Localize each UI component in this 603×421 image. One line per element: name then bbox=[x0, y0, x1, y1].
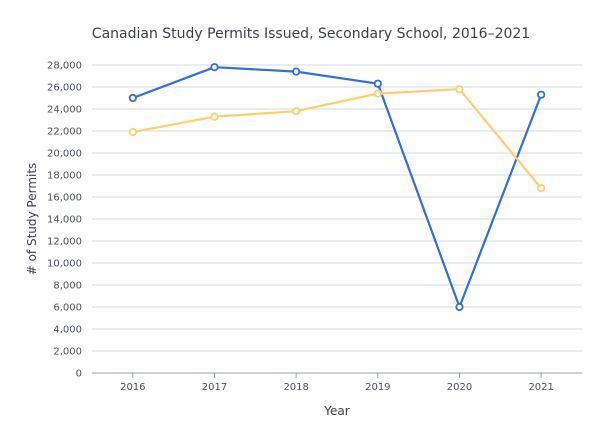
series-1 bbox=[128, 63, 546, 312]
x-tick-labels: 2016 2017 2018 2019 2020 2021 bbox=[120, 382, 554, 393]
data-point[interactable] bbox=[292, 107, 301, 116]
y-tick-label: 14,000 bbox=[47, 215, 82, 226]
y-axis-label: # of Study Permits bbox=[25, 163, 39, 276]
x-tick-label: 2018 bbox=[283, 382, 308, 393]
x-axis-label: Year bbox=[323, 404, 349, 418]
y-tick-label: 20,000 bbox=[47, 149, 82, 160]
x-tick-label: 2017 bbox=[202, 382, 227, 393]
chart-title: Canadian Study Permits Issued, Secondary… bbox=[92, 26, 530, 42]
data-point[interactable] bbox=[210, 63, 219, 72]
data-point[interactable] bbox=[128, 93, 137, 103]
series-2 bbox=[128, 85, 546, 193]
x-tick-label: 2020 bbox=[447, 382, 472, 393]
y-tick-label: 10,000 bbox=[47, 259, 82, 270]
y-tick-label: 28,000 bbox=[47, 61, 82, 72]
y-tick-label: 4,000 bbox=[53, 325, 82, 336]
data-point[interactable] bbox=[537, 184, 546, 193]
y-tick-label: 12,000 bbox=[47, 237, 82, 248]
y-tick-label: 0 bbox=[76, 369, 82, 380]
data-point[interactable] bbox=[128, 128, 137, 137]
y-tick-label: 6,000 bbox=[53, 303, 82, 314]
series-line bbox=[131, 66, 543, 309]
y-tick-label: 16,000 bbox=[47, 193, 82, 204]
data-point[interactable] bbox=[210, 112, 219, 121]
data-point[interactable] bbox=[292, 67, 301, 76]
data-point[interactable] bbox=[373, 89, 382, 98]
y-tick-label: 18,000 bbox=[47, 171, 82, 182]
grid-lines bbox=[92, 64, 582, 378]
x-tick-label: 2016 bbox=[120, 382, 145, 393]
series-lines bbox=[128, 63, 546, 312]
y-tick-labels: 0 2,000 4,000 6,000 8,000 10,000 12,000 14,000 1… bbox=[47, 61, 82, 380]
data-point[interactable] bbox=[455, 302, 464, 312]
y-tick-label: 24,000 bbox=[47, 105, 82, 116]
y-tick-label: 8,000 bbox=[53, 281, 82, 292]
x-tick-label: 2021 bbox=[528, 382, 553, 393]
data-point[interactable] bbox=[373, 79, 382, 88]
series-line bbox=[131, 88, 543, 190]
y-tick-label: 26,000 bbox=[47, 83, 82, 94]
y-tick-label: 22,000 bbox=[47, 127, 82, 138]
y-tick-label: 2,000 bbox=[53, 347, 82, 358]
x-tick-label: 2019 bbox=[365, 382, 390, 393]
data-point[interactable] bbox=[537, 90, 546, 99]
data-point[interactable] bbox=[455, 85, 464, 94]
